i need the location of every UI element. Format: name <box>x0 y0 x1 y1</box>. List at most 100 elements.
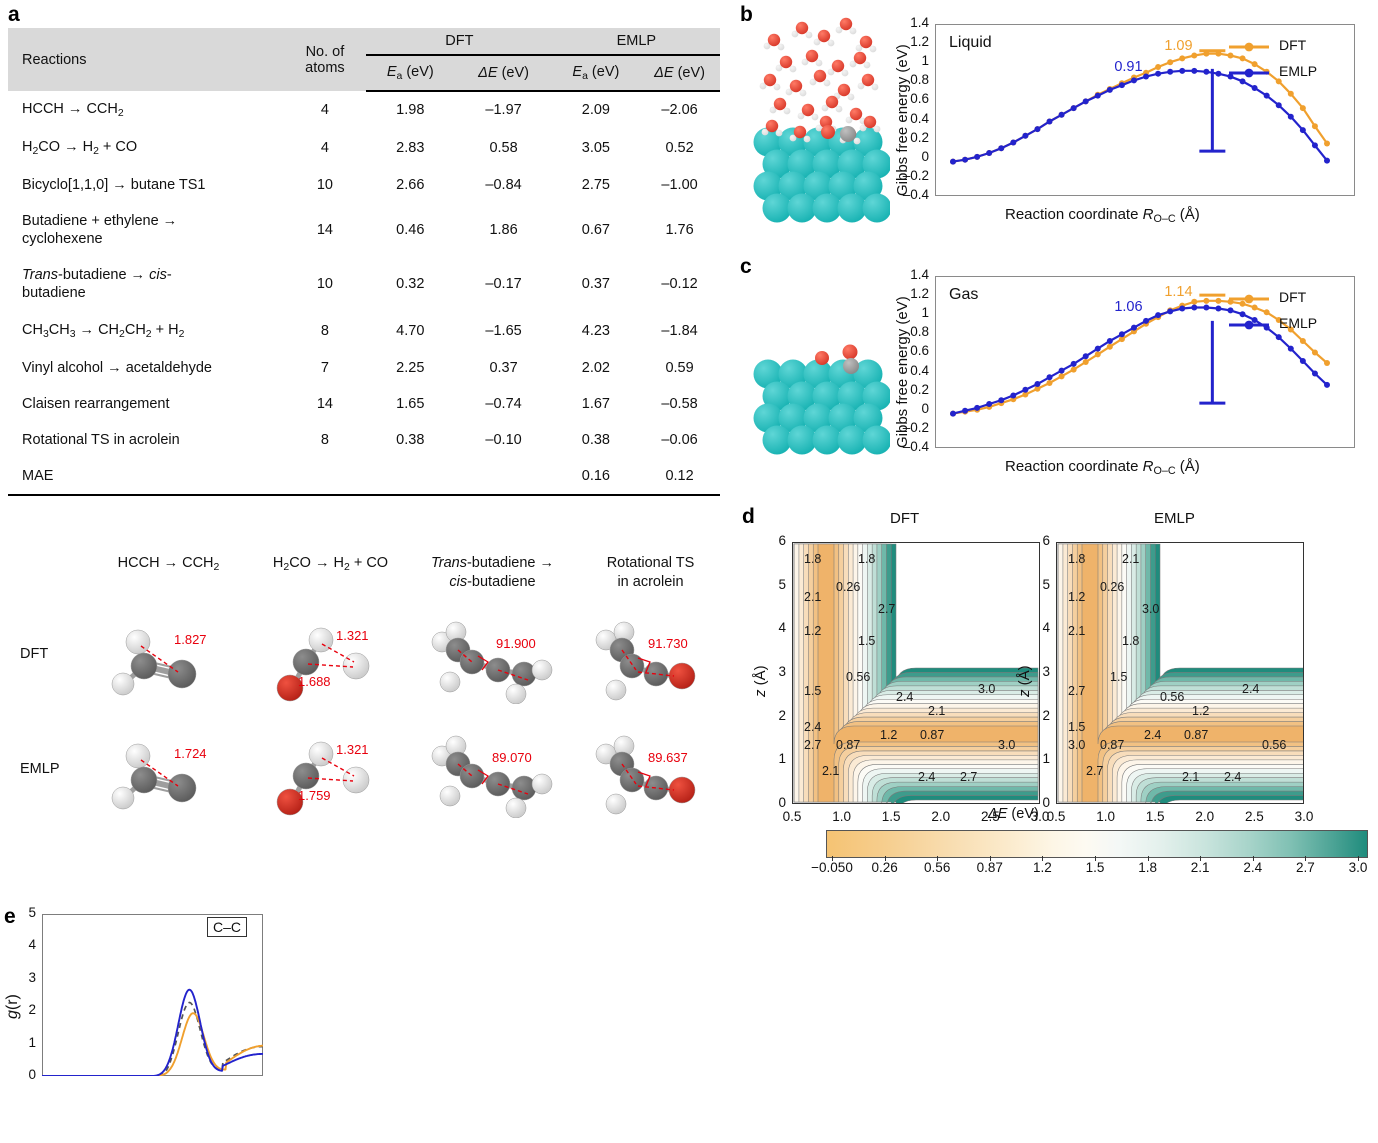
colorbar-tick-label: 0.56 <box>924 860 951 875</box>
contour-level-label: 1.2 <box>804 624 822 638</box>
de-symbol-2: ΔE <box>654 65 674 81</box>
plot-state-label: Gas <box>949 286 979 303</box>
y-tick-label: 0 <box>921 400 929 416</box>
colorbar-tick-label: 2.1 <box>1190 860 1210 875</box>
contour-y-tick: 5 <box>778 576 786 592</box>
panel-letter-b: b <box>740 3 753 26</box>
table-cell-dft-de: –1.65 <box>485 322 522 339</box>
table-cell-dft-ea: 0.38 <box>396 431 425 448</box>
table-cell-emlp-de: –1.84 <box>661 322 698 339</box>
y-tick-label: –0.4 <box>902 439 929 454</box>
molecule-render <box>578 604 728 709</box>
table-cell-reaction: Bicyclo[1,1,0] → butane TS1 <box>22 176 206 193</box>
contour-y-tick: 2 <box>778 707 786 723</box>
contour-y-tick: 0 <box>1042 795 1050 810</box>
x-label-unit: (Å) <box>1175 206 1200 223</box>
y-tick-label: –0.2 <box>902 167 929 183</box>
table-cell-emlp-ea: 2.02 <box>581 359 610 376</box>
table-cell-emlp-de: 0.12 <box>665 467 694 484</box>
contour-level-label: 1.2 <box>1192 704 1210 718</box>
contour-x-tick: 2.5 <box>981 809 1000 824</box>
legend-label-dft: DFT <box>1279 289 1307 305</box>
table-cell-dft-de: 0.58 <box>489 139 518 156</box>
de-unit-1: (eV) <box>501 65 529 81</box>
molecule-comparison-grid: HCCH → CCH2 H2CO → H2 + CO Trans-butadiene… <box>8 536 720 826</box>
table-cell-dft-ea: 0.32 <box>396 276 425 293</box>
contour-x-tick: 2.5 <box>1245 809 1264 824</box>
contour-y-axis-label: z (Å) <box>752 665 769 697</box>
emlp-barrier-annotation: 1.06 <box>1114 298 1143 315</box>
y-tick-label: 0.4 <box>910 362 929 378</box>
contour-level-label: 2.1 <box>1122 552 1140 566</box>
colorbar-tick-mark <box>1095 856 1096 861</box>
free-energy-curves <box>950 49 1330 165</box>
contour-x-tick: 0.5 <box>782 809 802 824</box>
col-group-emlp: EMLP <box>552 28 720 56</box>
panel-e-rdf-row: g(r) 0 1 2 3 4 5 C–C <box>0 900 1378 1143</box>
rdf-y-tick: 2 <box>28 1002 36 1018</box>
y-tick-label: 0.8 <box>910 324 929 340</box>
rdf-curves <box>42 988 263 1076</box>
legend-label-dft: DFT <box>1279 37 1307 53</box>
contour-y-tick: 3 <box>778 664 786 679</box>
rdf-subplot-frame <box>42 914 263 1076</box>
contour-level-label: 2.4 <box>1224 770 1242 784</box>
contour-level-label: 2.4 <box>1242 682 1260 696</box>
colorbar-tick-mark <box>1305 856 1307 861</box>
contour-y-tick: 4 <box>1042 620 1050 636</box>
table-cell-reaction: MAE <box>22 467 54 484</box>
col-header-no-atoms: No. of atoms <box>284 28 366 91</box>
table-cell-reaction: Vinyl alcohol → acetaldehyde <box>22 359 212 376</box>
dft-barrier-annotation: 1.14 <box>1164 283 1193 300</box>
table-cell-dft-de: –1.97 <box>485 102 522 119</box>
colorbar-title: ΔE (eV) <box>988 806 1039 822</box>
table-cell-dft-ea: 2.66 <box>396 177 425 193</box>
molecule-distance-label: 1.321 <box>336 628 369 643</box>
col-header-emlp-ea: Ea (eV) <box>552 55 640 92</box>
contour-level-label: 2.1 <box>1068 624 1086 638</box>
contour-level-label: 3.0 <box>1142 602 1160 616</box>
contour-y-label-unit: (Å) <box>1016 665 1033 690</box>
table-cell-emlp-ea: 0.67 <box>581 222 610 239</box>
table-cell-emlp-de: 0.52 <box>665 139 694 156</box>
table-cell-atoms: 4 <box>320 139 329 156</box>
contour-x-tick: 3.0 <box>1030 809 1050 824</box>
contour-x-tick: 0.5 <box>1046 809 1066 824</box>
table-cell-atoms: 10 <box>316 177 333 193</box>
table-row: Claisen rearrangement 14 1.65 –0.74 1.67 –0.5… <box>8 386 720 422</box>
table-cell-reaction: HCCH → CCH2 <box>22 101 124 119</box>
table-cell-emlp-ea: 0.16 <box>581 467 610 484</box>
table-bottom-rule <box>8 494 720 497</box>
contour-level-label: 2.4 <box>918 770 936 784</box>
y-tick-label: 1 <box>921 53 929 69</box>
contour-level-label: 2.7 <box>960 770 978 784</box>
molecule-render <box>420 718 570 823</box>
table-cell-dft-ea <box>366 458 454 494</box>
table-cell-emlp-ea: 0.37 <box>581 276 610 293</box>
table-cell-atoms <box>284 458 366 494</box>
colorbar-tick-label: 0.87 <box>976 860 1003 875</box>
table-row: Butadiene + ethylene → cyclohexene 14 0.46 1… <box>8 203 720 257</box>
contour-level-label: 0.87 <box>920 728 945 742</box>
molecule-column-title: Trans-butadiene → cis-butadiene <box>430 555 555 590</box>
colorbar-tick-label: 2.4 <box>1243 860 1263 875</box>
y-tick-label: 1.2 <box>910 286 929 302</box>
contour-level-label: 1.2 <box>1068 590 1086 604</box>
molecule-distance-label: 1.724 <box>174 746 207 761</box>
table-cell-atoms: 14 <box>316 222 333 239</box>
molecule-render <box>258 604 408 709</box>
table-row: Rotational TS in acrolein 8 0.38 –0.10 0.38 –… <box>8 422 720 458</box>
rdf-pair-tag: C–C <box>207 917 248 938</box>
contour-y-axis-label: z (Å) <box>1016 665 1033 697</box>
molecule-render <box>420 604 570 709</box>
table-cell-dft-de: 0.37 <box>489 359 518 376</box>
y-tick-label: –0.2 <box>902 419 929 435</box>
reactions-table: Reactions No. of atoms DFT EMLP Ea (eV) … <box>8 28 720 494</box>
legend-label-emlp: EMLP <box>1279 315 1318 331</box>
molecule-column-title: Rotational TS in acrolein <box>606 555 695 590</box>
colorbar-tick-mark <box>937 856 939 861</box>
y-tick-label: 1.2 <box>910 34 929 50</box>
ea-symbol-1: E <box>386 64 397 81</box>
table-cell-dft-ea: 1.98 <box>396 102 425 119</box>
contour-y-tick: 2 <box>1042 707 1050 723</box>
